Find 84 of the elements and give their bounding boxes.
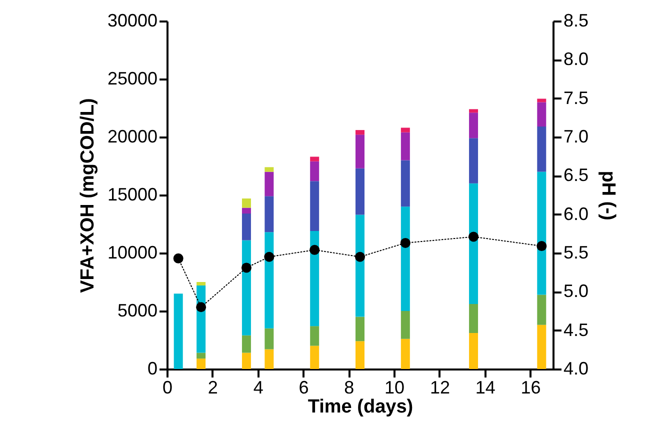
bar bbox=[537, 98, 546, 102]
y2-tick-label: 5.0 bbox=[564, 281, 589, 302]
point bbox=[173, 253, 184, 264]
bar bbox=[537, 294, 546, 325]
bar bbox=[356, 130, 364, 135]
y2-axis-title: pH (-) bbox=[598, 170, 619, 220]
bar bbox=[356, 316, 364, 342]
y2-tick-label: 5.5 bbox=[564, 242, 589, 262]
bar bbox=[264, 349, 274, 369]
bar bbox=[264, 196, 274, 232]
bar bbox=[356, 341, 364, 369]
point bbox=[400, 238, 410, 248]
y-tick-label: 25000 bbox=[107, 68, 158, 88]
bar bbox=[356, 134, 364, 168]
x-tick-label: 12 bbox=[430, 378, 450, 398]
x-tick-label: 0 bbox=[162, 378, 173, 398]
x-tick-label: 2 bbox=[208, 378, 218, 398]
x-tick-label: 14 bbox=[475, 378, 496, 398]
bar bbox=[310, 181, 320, 231]
point bbox=[241, 262, 252, 273]
bar bbox=[469, 304, 478, 334]
x-tick-label: 6 bbox=[298, 378, 309, 398]
y-tick-label: 20000 bbox=[107, 126, 158, 146]
bar bbox=[242, 335, 251, 353]
bar bbox=[264, 232, 274, 328]
point bbox=[264, 252, 274, 262]
bar bbox=[242, 214, 251, 240]
y2-tick-label: 4.5 bbox=[564, 320, 589, 340]
y2-tick-label: 6.5 bbox=[564, 165, 589, 186]
bar bbox=[537, 126, 546, 172]
point bbox=[310, 244, 320, 255]
y-tick-label: 10000 bbox=[107, 242, 158, 262]
bar bbox=[400, 311, 410, 339]
point bbox=[468, 232, 479, 242]
bar bbox=[400, 338, 410, 369]
bar bbox=[242, 352, 251, 369]
bar bbox=[400, 128, 410, 132]
bar bbox=[310, 326, 320, 346]
bar bbox=[264, 167, 274, 172]
bar bbox=[310, 156, 320, 162]
bar bbox=[537, 324, 546, 369]
y-tick-label: 15000 bbox=[107, 184, 158, 204]
point bbox=[196, 302, 206, 312]
bar bbox=[400, 206, 410, 311]
x-tick-label: 4 bbox=[253, 378, 264, 398]
bar bbox=[469, 333, 478, 369]
bar bbox=[400, 160, 410, 207]
bar bbox=[469, 112, 478, 138]
bar bbox=[242, 198, 251, 208]
bar bbox=[196, 358, 206, 369]
bar bbox=[469, 109, 478, 113]
y2-tick-label: 7.0 bbox=[564, 126, 589, 146]
x-tick-label: 10 bbox=[384, 378, 405, 398]
bar bbox=[356, 168, 364, 215]
bar bbox=[264, 172, 274, 196]
y2-tick-label: 8.5 bbox=[564, 10, 589, 30]
bar bbox=[242, 208, 251, 214]
bar bbox=[310, 346, 320, 369]
bar bbox=[174, 294, 183, 369]
y-tick-label: 30000 bbox=[107, 10, 158, 30]
bar bbox=[469, 138, 478, 184]
bar bbox=[264, 328, 274, 350]
bar bbox=[537, 172, 546, 295]
bar bbox=[310, 161, 320, 182]
y2-tick-label: 8.0 bbox=[564, 49, 589, 70]
bar bbox=[469, 183, 478, 304]
x-axis-title: Time (days) bbox=[308, 396, 414, 418]
bar bbox=[537, 102, 546, 127]
bar bbox=[196, 352, 206, 359]
bar bbox=[356, 214, 364, 317]
point bbox=[536, 241, 547, 252]
y-tick-label: 5000 bbox=[117, 300, 158, 320]
y2-tick-label: 6.0 bbox=[564, 204, 589, 224]
y-tick-label: 0 bbox=[147, 358, 158, 378]
y2-tick-label: 7.5 bbox=[564, 88, 589, 108]
bar bbox=[400, 132, 410, 160]
bar bbox=[310, 230, 320, 326]
bar bbox=[242, 240, 251, 336]
y-axis-title: VFA+XOH (mgCOD/L) bbox=[77, 98, 98, 293]
x-tick-label: 16 bbox=[520, 378, 541, 398]
point bbox=[355, 252, 365, 262]
x-tick-label: 8 bbox=[344, 378, 354, 398]
bar bbox=[196, 282, 206, 286]
y2-tick-label: 4.0 bbox=[564, 358, 589, 378]
